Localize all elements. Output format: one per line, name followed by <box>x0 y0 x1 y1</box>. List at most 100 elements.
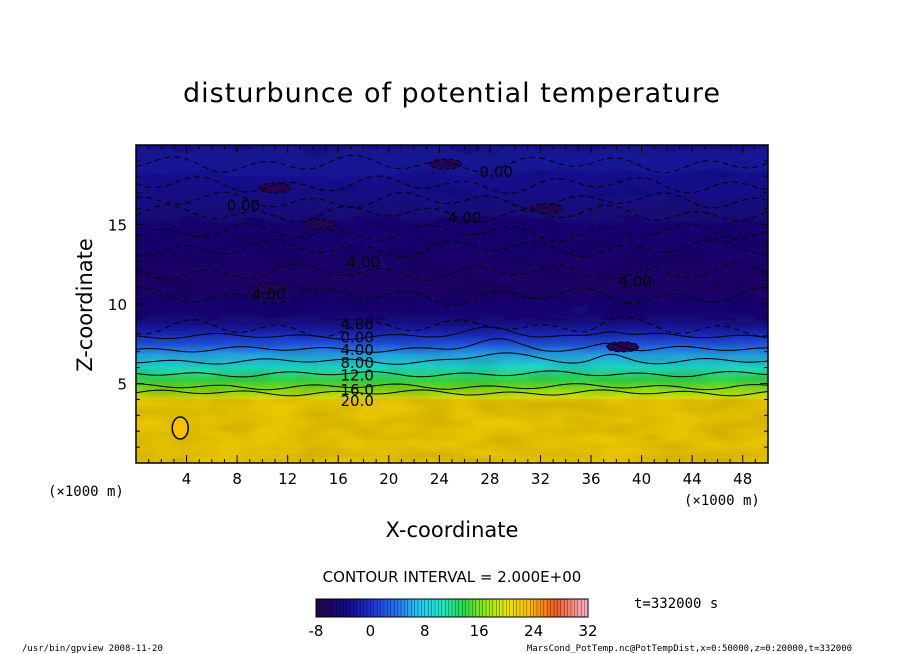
cool-blob <box>252 282 286 294</box>
colorbar-frame <box>315 598 589 618</box>
colorbar-cell <box>448 598 453 618</box>
colorbar-cell <box>581 598 586 618</box>
colorbar-cell <box>319 598 324 618</box>
colorbar-cell <box>492 598 497 618</box>
colorbar-cell <box>458 598 463 618</box>
contour-label: 4.00 <box>448 209 481 227</box>
warm-blob <box>171 416 189 440</box>
colorbar-cell <box>387 598 392 618</box>
field-fill <box>136 145 768 463</box>
x-unit-left: (×1000 m) <box>48 484 124 500</box>
colorbar-cell <box>496 598 501 618</box>
cool-blob <box>429 158 463 170</box>
contour-label: 4.00 <box>340 341 373 359</box>
colorbar-cell <box>516 598 521 618</box>
colorbar-cell <box>363 598 368 618</box>
colorbar-cell <box>550 598 555 618</box>
colorbar-cell <box>397 598 402 618</box>
y-tick-label: 5 <box>117 376 127 394</box>
contour-label: 4.00 <box>619 273 652 291</box>
x-axis-ticks: 4 8 12 16 20 24 28 32 36 40 44 48 <box>148 145 756 488</box>
colorbar-cell <box>445 598 450 618</box>
colorbar-cells <box>315 598 589 618</box>
colorbar-cell <box>441 598 446 618</box>
contour-lines <box>136 154 768 397</box>
colorbar-cell <box>438 598 443 618</box>
colorbar-cell <box>519 598 524 618</box>
colorbar-cell <box>567 598 572 618</box>
colorbar-tick-label: 0 <box>366 622 376 640</box>
contour-line <box>136 338 768 353</box>
contour-label: 0.00 <box>340 328 373 346</box>
contour-label: 4.00 <box>252 285 285 303</box>
colorbar-cell <box>343 598 348 618</box>
colorbar-tick-label: 32 <box>578 622 597 640</box>
colorbar-cell <box>523 598 528 618</box>
contour-line <box>136 326 768 340</box>
x-tick-label: 28 <box>480 470 499 488</box>
colorbar-cell <box>400 598 405 618</box>
colorbar-cell <box>560 598 565 618</box>
colorbar-cell <box>336 598 341 618</box>
x-tick-label: 4 <box>182 470 192 488</box>
cool-blob <box>258 182 292 194</box>
x-tick-label: 44 <box>683 470 702 488</box>
colorbar-cell <box>346 598 351 618</box>
colorbar-tick-label: 16 <box>470 622 489 640</box>
x-tick-label: 48 <box>733 470 752 488</box>
contour-label: 4.00 <box>340 316 373 334</box>
colorbar-cell <box>315 598 320 618</box>
contour-line <box>136 175 768 194</box>
colorbar-cell <box>564 598 569 618</box>
colorbar-cell <box>451 598 456 618</box>
colorbar-cell <box>485 598 490 618</box>
colorbar-cell <box>455 598 460 618</box>
contour-labels: 20.016.012.08.004.000.004.004.004.004.00… <box>227 163 652 410</box>
y-axis-ticks: 5 10 15 <box>108 160 768 448</box>
colorbar-cell <box>482 598 487 618</box>
x-tick-label: 12 <box>278 470 297 488</box>
colorbar-cell <box>411 598 416 618</box>
colorbar-cell <box>356 598 361 618</box>
colorbar-cell <box>513 598 518 618</box>
colorbar-cell <box>472 598 477 618</box>
contour-label: 0.00 <box>227 196 260 214</box>
colorbar-cell <box>329 598 334 618</box>
colorbar-cell <box>322 598 327 618</box>
contour-interval: CONTOUR INTERVAL = 2.000E+00 <box>323 568 582 586</box>
colorbar-cell <box>502 598 507 618</box>
colorbar-cell <box>390 598 395 618</box>
y-tick-label: 15 <box>108 217 127 235</box>
contour-label: 16.0 <box>340 381 373 399</box>
colorbar-cell <box>526 598 531 618</box>
colorbar-cell <box>377 598 382 618</box>
colorbar-cell <box>394 598 399 618</box>
x-tick-label: 20 <box>379 470 398 488</box>
colorbar-cell <box>468 598 473 618</box>
x-tick-label: 16 <box>329 470 348 488</box>
colorbar-cell <box>530 598 535 618</box>
colorbar-tick-label: -8 <box>309 622 324 640</box>
colorbar-cell <box>339 598 344 618</box>
colorbar-cell <box>536 598 541 618</box>
colorbar-ticks: -8 0 8 16 24 32 <box>309 622 598 640</box>
cool-blob <box>530 203 564 215</box>
colorbar-cell <box>380 598 385 618</box>
colorbar-cell <box>553 598 558 618</box>
colorbar-tick-label: 24 <box>524 622 543 640</box>
y-axis-label: Z-coordinate <box>73 238 97 372</box>
colorbar-cell <box>366 598 371 618</box>
colorbar-cell <box>506 598 511 618</box>
colorbar-cell <box>465 598 470 618</box>
colorbar: -8 0 8 16 24 32 <box>309 598 598 640</box>
colorbar-cell <box>499 598 504 618</box>
chart-title: disturbunce of potential temperature <box>183 78 721 109</box>
colorbar-cell <box>431 598 436 618</box>
colorbar-cell <box>543 598 548 618</box>
colorbar-cell <box>462 598 467 618</box>
colorbar-cell <box>428 598 433 618</box>
x-tick-label: 24 <box>430 470 449 488</box>
x-tick-label: 36 <box>581 470 600 488</box>
x-unit-right: (×1000 m) <box>684 493 760 509</box>
plot-area: 20.016.012.08.004.000.004.004.004.004.00… <box>136 145 768 463</box>
